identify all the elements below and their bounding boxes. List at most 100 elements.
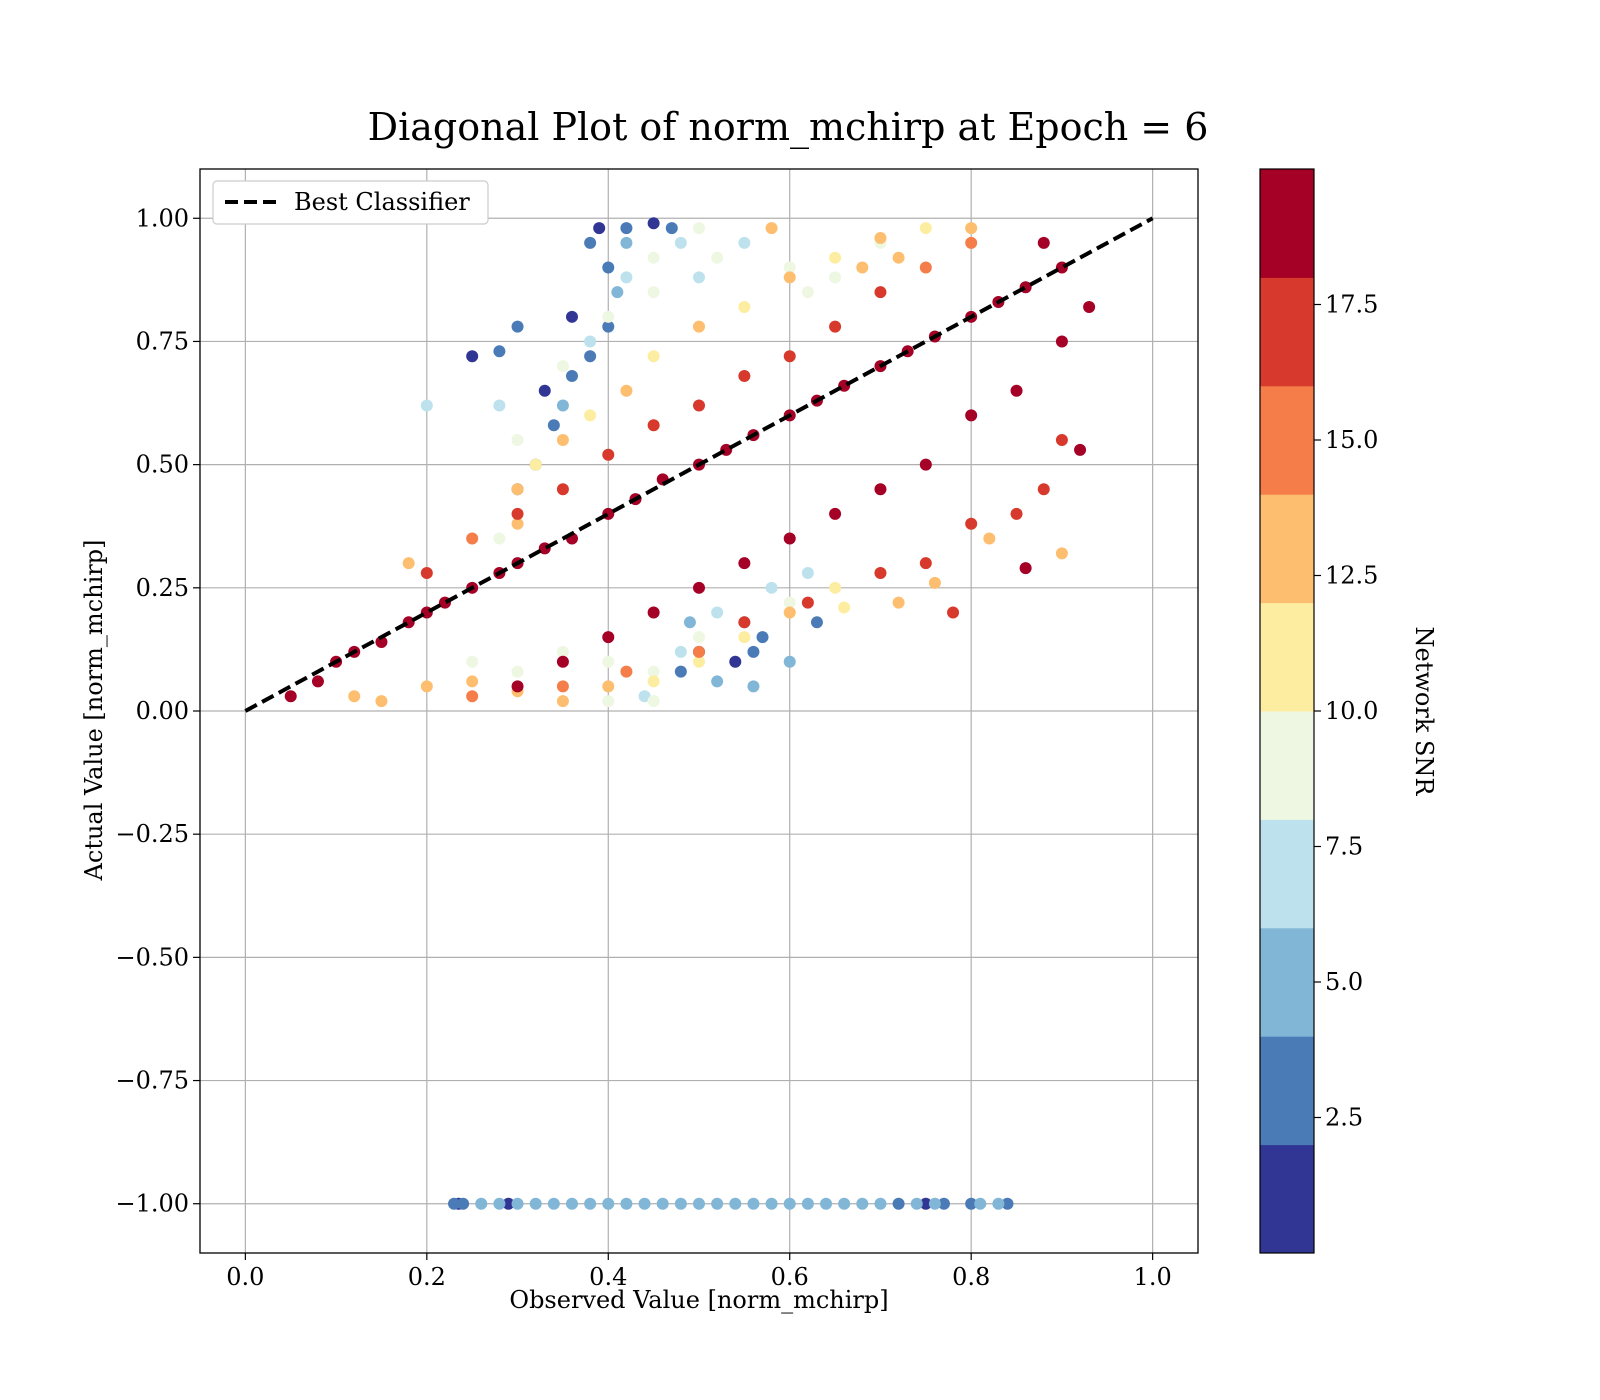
data-point: [738, 557, 751, 570]
data-point: [1055, 335, 1068, 348]
data-point: [547, 419, 560, 432]
data-point: [711, 675, 724, 688]
data-point: [801, 286, 814, 299]
data-point: [693, 271, 705, 284]
data-point: [375, 695, 388, 708]
data-point: [965, 236, 978, 249]
data-point: [928, 576, 941, 589]
x-axis-label: Observed Value [norm_mchirp]: [509, 1286, 888, 1314]
data-point: [284, 690, 297, 703]
data-point: [783, 655, 796, 668]
data-point: [348, 690, 361, 703]
data-point: [556, 399, 569, 412]
data-point: [729, 1197, 742, 1210]
colorbar-tick-label: 17.5: [1325, 291, 1378, 319]
data-point: [829, 271, 842, 284]
data-point: [693, 645, 705, 658]
x-tick-label: 1.0: [1134, 1263, 1172, 1291]
data-point: [856, 261, 869, 274]
y-tick-label: −0.25: [115, 820, 189, 848]
data-point: [556, 483, 569, 496]
data-point: [928, 1197, 941, 1210]
data-point: [511, 507, 524, 520]
y-tick-label: 1.00: [136, 204, 189, 232]
data-point: [919, 1197, 932, 1210]
data-point: [892, 1197, 905, 1210]
data-point: [1055, 434, 1068, 446]
data-point: [647, 665, 660, 678]
data-point: [783, 596, 796, 609]
colorbar-band: [1260, 1144, 1314, 1254]
data-point: [602, 695, 615, 708]
data-point: [611, 286, 624, 299]
data-point: [466, 690, 479, 703]
data-point: [674, 1197, 687, 1210]
colorbar-band: [1260, 169, 1314, 278]
data-point: [874, 1197, 887, 1210]
data-point: [620, 236, 633, 249]
x-axis-ticks: 0.0 0.2 0.4 0.6 0.8 1.0: [226, 1253, 1172, 1291]
data-point: [584, 1197, 597, 1210]
x-tick-label: 0.4: [589, 1263, 627, 1291]
data-point: [466, 655, 479, 668]
data-point: [656, 1197, 669, 1210]
colorbar-tick-label: 7.5: [1325, 833, 1363, 861]
data-point: [674, 645, 687, 658]
data-point: [693, 581, 705, 594]
data-point: [892, 251, 905, 264]
data-point: [556, 680, 569, 693]
data-point: [602, 1197, 615, 1210]
y-tick-label: 0.75: [136, 327, 189, 355]
legend: Best Classifier: [212, 180, 489, 225]
data-point: [556, 360, 569, 373]
data-point: [602, 261, 615, 274]
chart-title: Diagonal Plot of norm_mchirp at Epoch = …: [368, 105, 1209, 150]
data-point: [801, 567, 814, 580]
data-point: [1010, 384, 1023, 397]
data-point: [738, 236, 751, 249]
data-point: [466, 350, 479, 363]
data-point: [674, 665, 687, 678]
data-point: [965, 409, 978, 422]
data-point: [829, 320, 842, 333]
data-point: [874, 231, 887, 244]
grid-lines: [200, 169, 1198, 1253]
data-point: [493, 1197, 506, 1210]
data-point: [738, 631, 751, 644]
data-point: [738, 616, 751, 629]
data-point: [638, 690, 651, 703]
data-point: [420, 567, 433, 580]
plot-area: 0.0 0.2 0.4 0.6 0.8 1.0 −1.00 −0.75 −0.50 −0.25 0…: [115, 168, 1199, 1291]
data-point: [420, 399, 433, 412]
data-point: [874, 286, 887, 299]
data-point: [556, 655, 569, 668]
data-point: [511, 517, 524, 530]
data-point: [829, 251, 842, 264]
data-point: [493, 532, 506, 545]
x-tick-label: 0.6: [771, 1263, 809, 1291]
data-point: [874, 483, 887, 496]
colorbar-band: [1260, 385, 1314, 495]
data-point: [466, 532, 479, 545]
data-point: [919, 458, 932, 471]
data-point: [783, 1197, 796, 1210]
colorbar-band: [1260, 602, 1314, 712]
data-point: [674, 236, 687, 249]
y-tick-label: −0.50: [115, 943, 189, 971]
data-point: [584, 335, 597, 348]
data-point: [529, 458, 542, 471]
data-point: [756, 631, 769, 644]
data-point: [1001, 1197, 1014, 1210]
data-point: [937, 1197, 950, 1210]
data-point: [801, 596, 814, 609]
data-point: [820, 1197, 833, 1210]
data-point: [602, 448, 615, 461]
data-point: [647, 675, 660, 688]
data-point: [693, 399, 705, 412]
y-axis-label: Actual Value [norm_mchirp]: [80, 540, 108, 882]
data-point: [1019, 562, 1032, 575]
data-point: [1037, 483, 1050, 496]
colorbar-band: [1260, 494, 1314, 604]
data-point: [647, 251, 660, 264]
